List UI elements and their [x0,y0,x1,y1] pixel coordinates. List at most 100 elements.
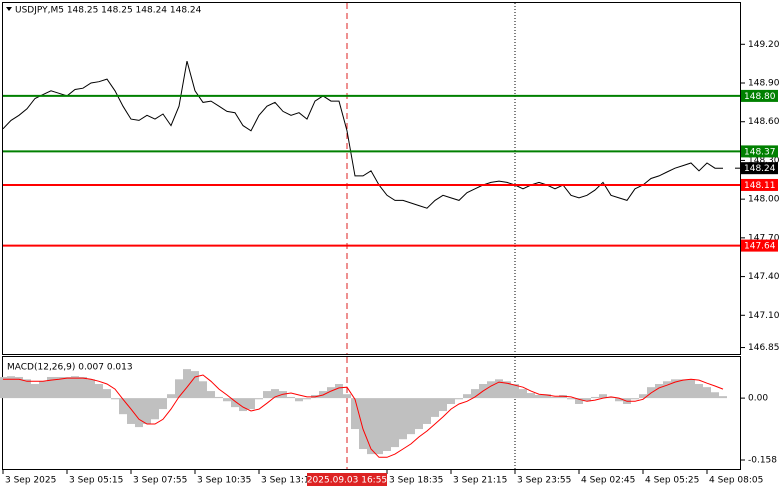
menu-icon [6,7,12,11]
histogram-bar [95,384,103,399]
histogram-bar [615,398,623,402]
y-tick-label: 149.20 [748,40,780,50]
level-label: 147.64 [744,242,776,252]
x-tick-label: 3 Sep 23:55 [517,476,571,486]
x-tick-label: 4 Sep 02:45 [581,476,635,486]
histogram-bar [255,398,263,400]
histogram-bar [87,379,95,399]
histogram-bar [335,384,343,399]
histogram-bar [495,379,503,399]
histogram-bar [207,391,215,399]
y-tick-label: 148.30 [748,156,780,166]
histogram-bar [575,398,583,404]
histogram-bar [295,398,303,402]
histogram-bar [39,381,47,399]
histogram-bar [519,389,527,399]
histogram-bar [431,398,439,417]
histogram-bar [391,398,399,448]
histogram-bar [703,387,711,399]
histogram-bar [191,371,199,399]
histogram-bar [607,396,615,399]
histogram-bar [655,384,663,399]
histogram-bar [423,398,431,424]
histogram-bar [551,396,559,399]
histogram-bar [63,376,71,399]
histogram-bar [127,398,135,424]
histogram-bar [359,398,367,450]
x-tick-label: 4 Sep 05:25 [645,476,699,486]
histogram-bar [639,394,647,399]
macd-title: MACD(12,26,9) 0.007 0.013 [7,363,133,373]
y-tick-label: 0.00 [748,394,768,404]
histogram-bar [215,396,223,399]
histogram-bar [527,393,535,399]
histogram-bar [671,379,679,399]
cursor-label: 2025.09.03 16:55 [307,476,387,486]
histogram-bar [415,398,423,430]
histogram-bar [111,398,119,400]
y-tick-label: 147.70 [748,233,780,243]
histogram-bar [135,398,143,428]
y-tick-label: 148.90 [748,79,780,89]
macd-panel [2,356,741,470]
y-tick-label: 147.10 [748,311,780,321]
level-label: 148.37 [744,147,776,157]
histogram-bar [511,384,519,399]
x-tick-label: 3 Sep 10:35 [197,476,251,486]
histogram-bar [463,394,471,399]
histogram-bar [239,398,247,412]
histogram-bar [567,398,575,400]
level-label-bg [741,239,778,252]
histogram-bar [47,376,55,399]
x-tick-label: 3 Sep 07:55 [133,476,187,486]
y-tick-label: 147.40 [748,272,780,282]
level-label: 148.11 [744,181,776,191]
x-tick-label: 3 Sep 18:35 [389,476,443,486]
histogram-bar [327,387,335,399]
histogram-bar [439,398,447,412]
histogram-bar [143,398,151,424]
y-tick-label: 148.00 [748,195,780,205]
histogram-bar [591,396,599,399]
histogram-bar [687,379,695,399]
histogram-bar [367,398,375,455]
histogram-bar [55,376,63,399]
histogram-bar [223,398,231,402]
histogram-bar [679,379,687,399]
x-tick-label: 4 Sep 08:05 [709,476,763,486]
histogram-bar [247,398,255,410]
histogram-bar [503,381,511,399]
histogram-bar [695,384,703,399]
level-label-bg [741,178,778,191]
histogram-bar [583,398,591,402]
level-label: 148.80 [744,92,776,102]
histogram-bar [543,394,551,399]
histogram-bar [167,394,175,399]
histogram-bar [303,398,311,400]
histogram-bar [175,379,183,399]
histogram-bar [71,376,79,399]
histogram-bar [287,396,295,399]
series-line [2,60,723,209]
histogram-bar [15,376,23,399]
level-label-bg [741,145,778,158]
histogram-bar [455,398,463,400]
histogram-bar [343,394,351,399]
histogram-bar [663,381,671,399]
x-tick-label: 3 Sep 13:15 [261,476,315,486]
histogram-bar [119,398,127,415]
histogram-bar [31,384,39,399]
histogram-bar [151,398,159,420]
histogram-bar [471,389,479,399]
level-label-bg [741,89,778,102]
histogram-bar [599,394,607,399]
histogram-bar [383,398,391,451]
histogram-bar [79,376,87,399]
histogram-bar [23,379,31,399]
histogram-bar [271,389,279,399]
price-panel [2,2,741,355]
current-price-label: 148.24 [744,164,776,174]
histogram-bar [447,398,455,404]
histogram-bar [487,381,495,399]
